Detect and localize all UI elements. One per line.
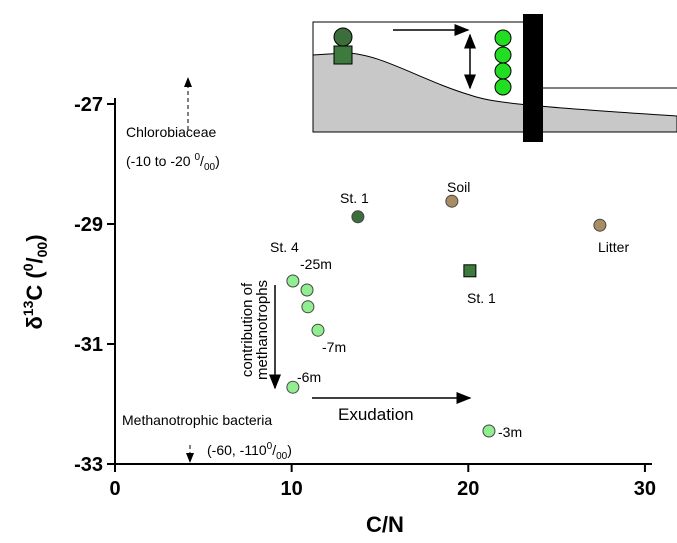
point	[351, 210, 365, 224]
y-axis-label: δ13C (0/00)	[20, 234, 50, 329]
range-part: (-10 to -20	[126, 153, 194, 169]
x-axis-label: C/N	[366, 512, 404, 537]
annotation: -6m	[297, 369, 321, 385]
range-label: (-60, -1100/00)	[207, 441, 292, 462]
point	[482, 424, 496, 438]
y-label-part: 0	[20, 263, 36, 271]
range-part: 0	[194, 152, 200, 163]
y-tick-label: -29	[74, 214, 103, 236]
range-part: )	[215, 153, 220, 169]
point	[445, 194, 459, 208]
y-label-part: )	[22, 234, 47, 241]
annotation: contribution of	[239, 282, 256, 377]
x-tick-label: 10	[281, 478, 303, 500]
point	[300, 283, 314, 297]
annotation: St. 1	[340, 190, 369, 206]
inset-diagram	[312, 14, 677, 142]
annotation: Chlorobiaceae	[126, 124, 216, 140]
point	[301, 300, 315, 314]
annotation: methanotrophs	[254, 280, 271, 380]
annotation: Exudation	[338, 405, 414, 424]
range-part: (-60, -110	[207, 442, 267, 458]
y-tick-label: -31	[74, 334, 103, 356]
annotation: -7m	[322, 339, 346, 355]
point	[593, 218, 607, 232]
x-tick-label: 0	[109, 478, 120, 500]
range-part: )	[287, 442, 292, 458]
point	[463, 264, 477, 278]
range-part: 00	[204, 162, 216, 173]
y-label-part: 00	[34, 242, 50, 258]
annotation: Litter	[598, 239, 629, 255]
y-label-part: C (	[22, 271, 47, 301]
annotation: -3m	[498, 424, 522, 440]
annotation: Methanotrophic bacteria	[122, 412, 272, 428]
range-part: 0	[267, 441, 273, 452]
annotation: St. 1	[467, 290, 496, 306]
point	[311, 323, 325, 337]
range-part: /	[200, 153, 204, 169]
range-label: (-10 to -20 0/00)	[126, 152, 220, 173]
x-tick-label: 30	[634, 478, 656, 500]
annotation: -25m	[300, 256, 332, 272]
y-label-part: /	[22, 257, 47, 263]
annotation: St. 4	[270, 239, 299, 255]
annotation: Soil	[447, 179, 470, 195]
range-part: /	[272, 442, 276, 458]
range-part: 00	[276, 451, 288, 462]
point	[286, 274, 300, 288]
y-tick-label: -33	[74, 454, 103, 476]
point	[286, 380, 300, 394]
y-label-part: δ	[22, 316, 47, 329]
x-tick-label: 20	[457, 478, 479, 500]
y-tick-label: -27	[74, 94, 103, 116]
y-label-part: 13	[20, 300, 36, 316]
